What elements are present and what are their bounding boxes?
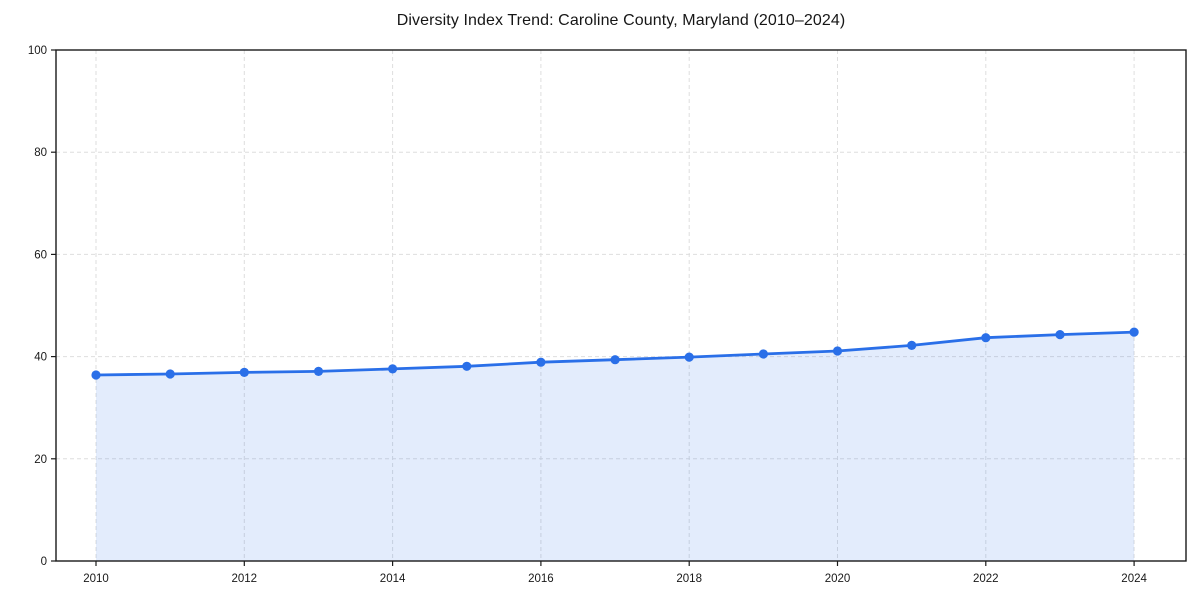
data-point [388,364,398,374]
y-tick-label: 20 [34,454,47,466]
data-point [981,333,991,343]
x-tick-label: 2010 [83,573,109,585]
y-tick-label: 40 [34,352,47,364]
x-tick-label: 2024 [1121,573,1147,585]
data-point [239,367,249,377]
x-tick-label: 2022 [973,573,999,585]
x-tick-label: 2020 [825,573,851,585]
data-point [1129,327,1139,337]
data-point [165,369,175,379]
data-point [610,355,620,365]
data-point [684,352,694,362]
chart-title: Diversity Index Trend: Caroline County, … [396,12,846,29]
data-point [758,349,769,359]
y-tick-label: 0 [41,556,47,568]
x-tick-label: 2012 [232,573,258,585]
data-point [462,361,472,371]
area-fill [96,332,1135,561]
y-tick-label: 100 [28,45,47,57]
x-tick-label: 2014 [380,573,406,585]
y-tick-label: 60 [34,249,47,261]
data-point [91,370,101,380]
y-tick-label: 80 [34,147,47,159]
x-tick-label: 2018 [676,573,702,585]
data-point [832,346,843,356]
data-point [536,357,546,367]
data-point [313,366,324,376]
data-point [907,340,917,350]
data-point [1055,330,1065,340]
x-tick-label: 2016 [528,573,554,585]
plot-border [55,49,1187,562]
